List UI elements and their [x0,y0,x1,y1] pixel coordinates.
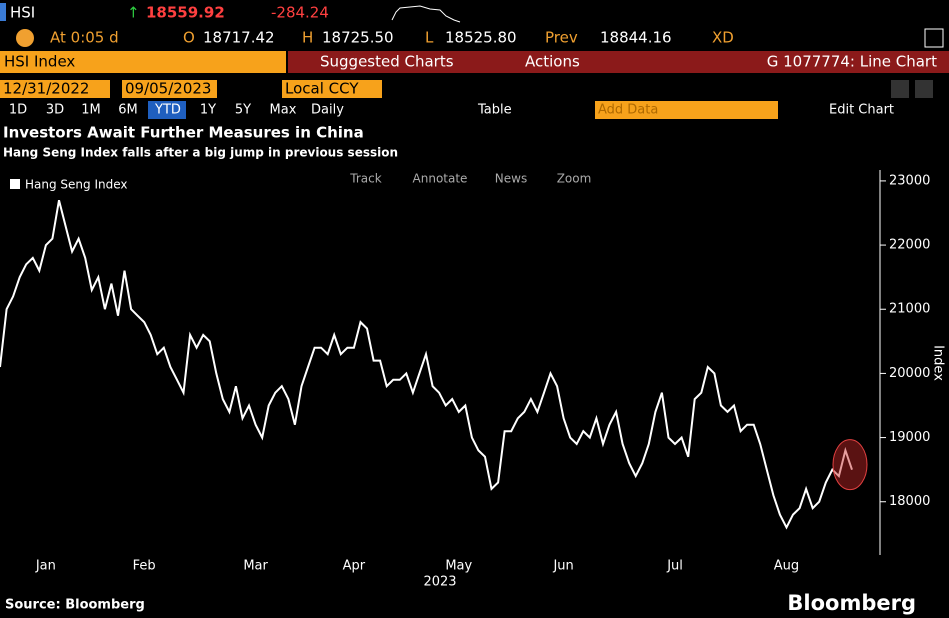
high-label: H [302,29,313,47]
period-selected [148,101,186,119]
time: At 0:05 d [50,29,119,47]
y-tick-label: 18000 [889,494,930,509]
low-value: 18525.80 [445,29,517,47]
security[interactable]: HSI Index [4,53,75,71]
edit-chart[interactable]: Edit Chart [829,103,894,118]
period-button[interactable]: 3D [46,103,64,118]
start-date: 12/31/2022 [3,80,89,98]
period-button[interactable]: 1M [81,103,101,118]
period-button[interactable]: 1Y [200,103,216,118]
flag: XD [712,29,734,47]
open-label: O [183,29,195,47]
period-button[interactable]: YTD [154,103,181,118]
add-data-field[interactable] [595,101,778,119]
source: Source: Bloomberg [5,598,145,613]
x-tick-label: Apr [343,559,366,574]
x-tick-label: Feb [133,559,156,574]
series-line [0,199,853,530]
chart-tool[interactable]: Annotate [413,172,468,186]
low-label: L [425,29,434,47]
x-tick-label: Jan [35,559,56,574]
expand-icon[interactable] [924,28,944,48]
security-bar [0,51,286,73]
ticker-marker [0,3,6,21]
x-tick-label: Jun [552,559,573,574]
chart-tool[interactable]: Track [349,172,381,186]
ccy-field[interactable] [282,80,382,98]
up-arrow: ↑ [127,4,140,22]
prev-label: Prev [545,29,578,47]
actions[interactable]: Actions [525,53,580,71]
y-tick-label: 22000 [889,238,930,253]
y-tick-label: 23000 [889,173,930,188]
y-axis-label: Index [931,345,946,381]
period-button[interactable]: 5Y [235,103,251,118]
clock-icon [16,29,34,47]
chart-subtitle: Hang Seng Index falls after a big jump i… [3,146,398,160]
end-date: 09/05/2023 [125,80,211,98]
brand: Bloomberg [787,591,916,615]
y-tick-label: 19000 [889,430,930,445]
suggested-charts[interactable]: Suggested Charts [320,53,454,71]
price-change: -284.24 [271,4,329,22]
sparkline [391,5,461,23]
x-tick-label: Jul [666,559,683,574]
table-button[interactable]: Table [477,103,512,118]
high-value: 18725.50 [322,29,394,47]
x-tick-label: Aug [774,559,799,574]
chart-tool[interactable]: News [495,172,527,186]
ticker: HSI [10,4,35,22]
end-field[interactable] [122,80,217,98]
add-data: Add Data [598,103,658,118]
highlight-circle [832,439,868,491]
period-button[interactable]: 1D [9,103,27,118]
period-button[interactable]: Max [270,103,297,118]
x-tick-label: Mar [243,559,268,574]
x-axis-label: 2023 [423,575,456,590]
legend-label: Hang Seng Index [25,178,128,192]
start-field[interactable] [0,80,110,98]
open-value: 18717.42 [203,29,275,47]
chart-tool[interactable]: Zoom [557,172,592,186]
x-tick-label: May [445,559,472,574]
menu-bar [288,51,949,73]
last-price: 18559.92 [146,4,225,22]
frequency[interactable]: Daily [311,103,344,118]
undo[interactable] [891,80,909,98]
currency: Local CCY [285,80,359,98]
chart-id: G 1077774: Line Chart [767,53,937,71]
legend-swatch [10,179,20,189]
y-tick-label: 21000 [889,302,930,317]
reset[interactable] [915,80,933,98]
period-button[interactable]: 6M [118,103,138,118]
prev-value: 18844.16 [600,29,672,47]
y-tick-label: 20000 [889,366,930,381]
chart-title: Investors Await Further Measures in Chin… [3,124,364,142]
